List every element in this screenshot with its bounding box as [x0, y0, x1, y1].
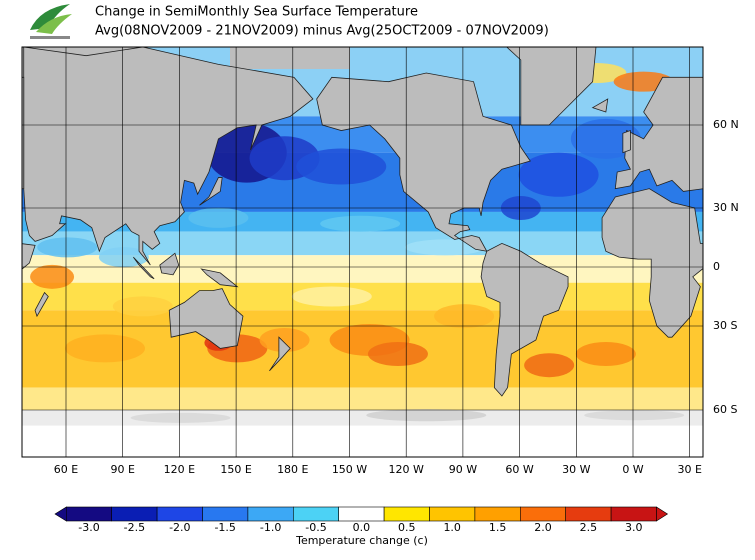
colorbar-tick-label: -2.5 — [124, 521, 145, 534]
lat-label: 60 N — [713, 118, 739, 131]
land — [591, 98, 609, 113]
colorbar-box — [519, 506, 566, 522]
colorbar-box — [156, 506, 203, 522]
colorbar-box — [202, 506, 249, 522]
logo — [30, 4, 72, 39]
colorbar-box — [565, 506, 612, 522]
colorbar-box — [111, 506, 158, 522]
sea-ice — [230, 47, 350, 69]
sst-anomaly — [584, 410, 685, 421]
sst-anomaly — [434, 304, 495, 329]
lon-label: 120 E — [164, 463, 195, 476]
colorbar-tick-label: 0.5 — [398, 521, 416, 534]
land — [22, 76, 25, 190]
colorbar-label: Temperature change (c) — [295, 534, 428, 547]
lat-label: 60 S — [713, 403, 737, 416]
lon-label: 90 W — [449, 463, 477, 476]
sst-anomaly — [259, 328, 310, 352]
colorbar-arrow — [656, 506, 669, 522]
lat-label: 0 — [713, 260, 720, 273]
colorbar-box — [66, 506, 113, 522]
sst-anomaly — [65, 334, 145, 363]
colorbar-tick-label: 2.0 — [534, 521, 552, 534]
land — [601, 188, 703, 338]
colorbar-tick-label: 3.0 — [625, 521, 643, 534]
lon-label: 30 W — [562, 463, 590, 476]
sst-anomaly — [37, 237, 98, 258]
land — [715, 293, 728, 317]
title: Change in SemiMonthly Sea Surface Temper… — [95, 5, 418, 20]
lat-label: 30 N — [713, 201, 739, 214]
lon-label: 60 E — [54, 463, 78, 476]
sst-anomaly — [112, 296, 173, 317]
sst-anomaly — [30, 264, 75, 289]
sst-anomaly — [367, 342, 428, 366]
land — [622, 129, 631, 154]
colorbar-box — [247, 506, 294, 522]
land — [614, 76, 703, 192]
sst-anomaly — [575, 342, 636, 366]
lon-label: 150 E — [220, 463, 251, 476]
subtitle: Avg(08NOV2009 - 21NOV2009) minus Avg(25O… — [95, 24, 549, 39]
land — [34, 291, 49, 318]
land — [23, 47, 314, 266]
sst-anomaly — [518, 152, 599, 197]
colorbar-tick-label: -1.0 — [260, 521, 281, 534]
ocean-band — [22, 387, 703, 410]
sst-anomaly — [296, 148, 387, 185]
lon-label: 180 E — [277, 463, 308, 476]
sst-anomaly — [320, 215, 401, 232]
ocean-band — [22, 231, 703, 256]
land — [480, 242, 569, 397]
land — [200, 268, 239, 288]
lon-label: 30 E — [677, 463, 701, 476]
colorbar-tick-label: 1.0 — [443, 521, 461, 534]
lon-label: 150 W — [332, 463, 367, 476]
colorbar-tick-label: -0.5 — [305, 521, 326, 534]
sst-anomaly — [524, 353, 575, 378]
sst-anomaly — [291, 286, 372, 307]
lon-label: 90 E — [110, 463, 134, 476]
lat-label: 30 S — [713, 319, 737, 332]
colorbar-tick-label: -3.0 — [78, 521, 99, 534]
colorbar-box — [610, 506, 657, 522]
map-frame — [21, 46, 704, 458]
colorbar-tick-label: 0.0 — [353, 521, 371, 534]
land — [159, 252, 180, 276]
colorbar-box — [292, 506, 339, 522]
sst-anomaly — [405, 239, 486, 256]
colorbar-box — [429, 506, 476, 522]
colorbar-box — [474, 506, 521, 522]
ocean-band — [22, 425, 703, 457]
sst-anomaly — [98, 247, 149, 268]
colorbar-arrow — [54, 506, 67, 522]
sst-anomaly — [188, 207, 249, 228]
map — [22, 47, 755, 457]
colorbar-tick-label: 2.5 — [580, 521, 598, 534]
colorbar-tick-label: 1.5 — [489, 521, 507, 534]
colorbar-tick-label: -2.0 — [169, 521, 190, 534]
colorbar-box — [338, 506, 385, 522]
lon-label: 120 W — [389, 463, 424, 476]
land — [199, 177, 223, 206]
colorbar-box — [383, 506, 430, 522]
lon-label: 0 W — [622, 463, 643, 476]
colorbar-tick-label: -1.5 — [214, 521, 235, 534]
sst-anomaly — [366, 409, 487, 422]
land — [133, 256, 155, 280]
land — [269, 336, 291, 372]
land — [22, 243, 36, 270]
land — [704, 47, 755, 265]
sst-anomaly — [130, 412, 231, 423]
lon-label: 60 W — [505, 463, 533, 476]
land — [168, 288, 244, 349]
